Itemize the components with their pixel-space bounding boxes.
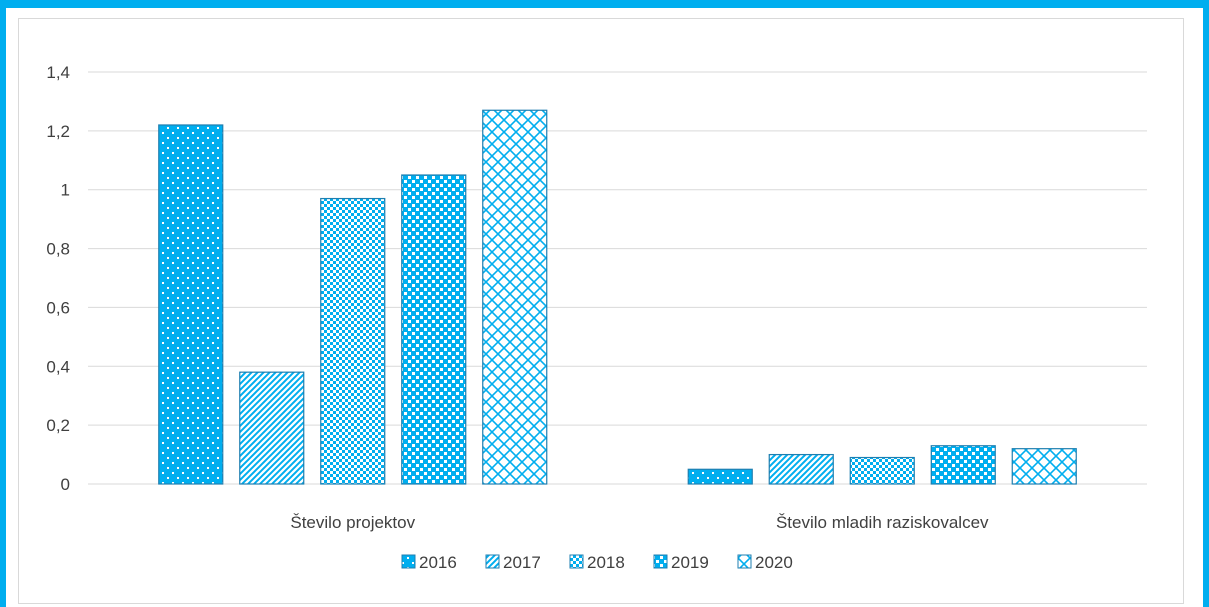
bar-2016-raziskovalcev bbox=[687, 468, 753, 485]
legend-label-2016: 2016 bbox=[419, 553, 457, 572]
legend-swatch-2018 bbox=[569, 554, 584, 569]
y-tick-label: 1,4 bbox=[46, 63, 70, 82]
y-tick-label: 0,8 bbox=[46, 240, 70, 259]
bar-2018-projektov bbox=[320, 197, 386, 485]
legend-label-2019: 2019 bbox=[671, 553, 709, 572]
y-axis-ticks: 0 0,2 0,4 0,6 0,8 1 1,2 1,4 bbox=[46, 63, 70, 494]
y-tick-label: 1 bbox=[61, 181, 70, 200]
bar-2018-raziskovalcev bbox=[849, 456, 915, 485]
y-tick-label: 0,4 bbox=[46, 357, 70, 376]
legend-swatch-2017 bbox=[485, 554, 500, 569]
legend-label-2017: 2017 bbox=[503, 553, 541, 572]
bar-2017-projektov bbox=[239, 371, 305, 485]
legend-swatch-2019 bbox=[653, 554, 668, 569]
x-category-label: Število projektov bbox=[290, 513, 415, 532]
bar-2020-raziskovalcev bbox=[1011, 448, 1077, 485]
y-tick-label: 0,6 bbox=[46, 298, 70, 317]
legend-swatch-2020 bbox=[737, 554, 752, 569]
x-axis-categories: Število projektov Število mladih raziskov… bbox=[290, 513, 989, 532]
legend-label-2020: 2020 bbox=[755, 553, 793, 572]
y-tick-label: 0 bbox=[61, 475, 70, 494]
bar-2017-raziskovalcev bbox=[768, 453, 834, 485]
bar-2020-projektov bbox=[482, 109, 548, 485]
y-tick-label: 0,2 bbox=[46, 416, 70, 435]
bar-2019-projektov bbox=[401, 174, 467, 485]
x-category-label: Število mladih raziskovalcev bbox=[776, 513, 989, 532]
bar-2016-projektov bbox=[158, 124, 224, 485]
y-tick-label: 1,2 bbox=[46, 122, 70, 141]
bars bbox=[158, 109, 1077, 485]
legend-label-2018: 2018 bbox=[587, 553, 625, 572]
bar-2019-raziskovalcev bbox=[930, 445, 996, 485]
legend-swatch-2016 bbox=[401, 554, 416, 569]
legend: 2016 2017 2018 2019 2020 bbox=[401, 553, 793, 572]
